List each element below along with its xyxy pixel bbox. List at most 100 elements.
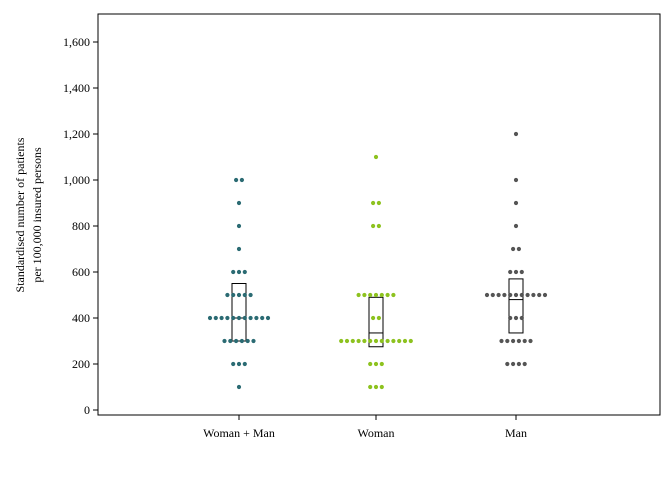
data-point — [537, 292, 542, 298]
data-point — [522, 338, 527, 344]
data-point — [373, 292, 379, 298]
data-point — [516, 338, 522, 344]
data-point — [508, 292, 513, 298]
data-point — [219, 315, 224, 321]
data-point — [344, 338, 350, 344]
data-point — [236, 384, 242, 390]
data-point — [350, 338, 355, 344]
data-point — [222, 338, 227, 344]
data-point — [231, 292, 236, 298]
data-point — [508, 315, 513, 321]
y-tick-label: 600 — [72, 265, 90, 279]
data-point — [213, 315, 218, 321]
y-tick-label: 1,200 — [63, 127, 90, 141]
x-tick-label: Man — [505, 426, 527, 440]
data-point — [516, 361, 522, 367]
data-point — [234, 177, 239, 183]
data-point — [265, 315, 271, 321]
plot-marks — [207, 131, 548, 390]
box — [368, 296, 384, 348]
data-point — [513, 315, 519, 321]
data-point — [228, 338, 233, 344]
data-point — [225, 292, 230, 298]
y-tick-label: 200 — [72, 357, 90, 371]
data-point — [231, 269, 236, 275]
data-point — [496, 292, 501, 298]
data-point — [513, 223, 519, 229]
data-point — [505, 361, 510, 367]
data-point — [379, 338, 384, 344]
data-point — [519, 269, 524, 275]
data-point — [371, 200, 376, 206]
x-tick-label: Woman — [357, 426, 394, 440]
data-point — [231, 361, 236, 367]
data-point — [242, 361, 247, 367]
data-point — [531, 292, 536, 298]
data-point — [499, 338, 504, 344]
data-point — [391, 338, 396, 344]
y-tick-label: 0 — [84, 403, 90, 417]
data-point — [484, 292, 490, 298]
data-point — [385, 292, 390, 298]
data-point — [242, 269, 247, 275]
data-point — [519, 315, 524, 321]
data-point — [356, 292, 361, 298]
data-point — [339, 338, 344, 344]
plot-frame — [97, 13, 661, 416]
data-point — [373, 154, 379, 160]
data-point — [490, 292, 495, 298]
x-axis: Woman + Man Woman Man — [203, 415, 527, 440]
data-point — [239, 338, 244, 344]
y-tick-label: 1,600 — [63, 35, 90, 49]
data-point — [542, 292, 548, 298]
data-point — [236, 315, 242, 321]
y-axis-label-line2: per 100,000 insured persons — [30, 147, 44, 283]
data-point — [245, 338, 250, 344]
data-point — [502, 292, 507, 298]
data-point — [505, 338, 510, 344]
data-point — [513, 200, 519, 206]
data-point — [513, 292, 519, 298]
data-point — [236, 246, 242, 252]
data-point — [236, 269, 242, 275]
data-point — [371, 315, 376, 321]
data-point — [376, 315, 381, 321]
data-point — [379, 292, 384, 298]
data-point — [242, 315, 247, 321]
data-point — [239, 177, 244, 183]
data-point — [362, 338, 367, 344]
data-point — [234, 338, 239, 344]
data-point — [236, 361, 242, 367]
data-point — [391, 292, 396, 298]
data-point — [236, 292, 242, 298]
data-point — [254, 315, 259, 321]
data-point — [508, 269, 513, 275]
data-point — [528, 338, 533, 344]
data-point — [368, 338, 373, 344]
data-point — [376, 223, 381, 229]
data-point — [356, 338, 361, 344]
data-point — [371, 223, 376, 229]
data-point — [402, 338, 408, 344]
y-tick-label: 400 — [72, 311, 90, 325]
data-point — [513, 177, 519, 183]
data-point — [379, 361, 384, 367]
x-tick-label: Woman + Man — [203, 426, 275, 440]
data-point — [513, 131, 519, 137]
data-point — [260, 315, 265, 321]
series-group — [207, 177, 271, 390]
data-point — [510, 246, 516, 252]
data-point — [236, 223, 242, 229]
data-point — [385, 338, 390, 344]
y-axis-label-line1: Standardised number of patients — [13, 137, 27, 292]
data-point — [510, 361, 516, 367]
data-point — [242, 292, 247, 298]
data-point — [373, 338, 379, 344]
box — [508, 278, 524, 334]
data-point — [251, 338, 256, 344]
data-point — [248, 315, 253, 321]
data-point — [522, 361, 527, 367]
data-point — [513, 269, 519, 275]
